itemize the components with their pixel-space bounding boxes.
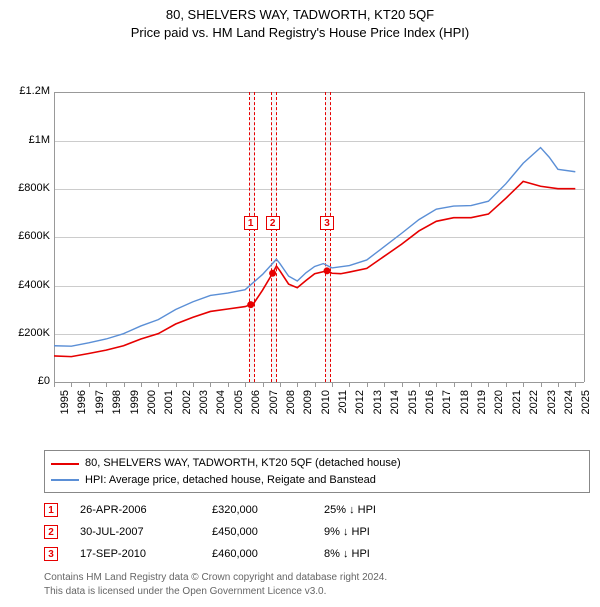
event-date: 17-SEP-2010	[80, 543, 190, 565]
legend-label: 80, SHELVERS WAY, TADWORTH, KT20 5QF (de…	[85, 455, 401, 472]
x-axis-label: 2003	[198, 390, 210, 430]
legend-swatch	[51, 479, 79, 481]
events-table: 1 26-APR-2006 £320,000 25% ↓ HPI 2 30-JUL-200…	[44, 499, 590, 565]
x-axis-label: 2024	[563, 390, 575, 430]
legend-label: HPI: Average price, detached house, Reig…	[85, 472, 376, 489]
x-axis-label: 2010	[320, 390, 332, 430]
x-axis-label: 2002	[181, 390, 193, 430]
x-axis-label: 2014	[389, 390, 401, 430]
x-axis-label: 2023	[546, 390, 558, 430]
x-axis-label: 2006	[250, 390, 262, 430]
event-hpi-delta: 9% ↓ HPI	[324, 521, 424, 543]
series-marker	[247, 302, 254, 309]
x-axis-label: 2017	[441, 390, 453, 430]
x-axis-label: 1999	[129, 390, 141, 430]
event-row: 2 30-JUL-2007 £450,000 9% ↓ HPI	[44, 521, 590, 543]
x-axis-label: 2005	[233, 390, 245, 430]
chart-area: £0£200K£400K£600K£800K£1M£1.2M1995199619…	[10, 44, 590, 442]
x-axis-label: 2022	[528, 390, 540, 430]
title-block: 80, SHELVERS WAY, TADWORTH, KT20 5QF Pri…	[0, 0, 600, 44]
legend-row: HPI: Average price, detached house, Reig…	[51, 472, 583, 489]
event-price: £320,000	[212, 499, 302, 521]
legend: 80, SHELVERS WAY, TADWORTH, KT20 5QF (de…	[44, 450, 590, 493]
x-axis-label: 1997	[94, 390, 106, 430]
title-line-1: 80, SHELVERS WAY, TADWORTH, KT20 5QF	[10, 6, 590, 24]
legend-row: 80, SHELVERS WAY, TADWORTH, KT20 5QF (de…	[51, 455, 583, 472]
footer: Contains HM Land Registry data © Crown c…	[44, 571, 590, 599]
event-number-box: 1	[44, 503, 58, 517]
event-hpi-delta: 25% ↓ HPI	[324, 499, 424, 521]
x-axis-label: 2007	[268, 390, 280, 430]
legend-swatch	[51, 463, 79, 465]
event-row: 1 26-APR-2006 £320,000 25% ↓ HPI	[44, 499, 590, 521]
series-marker	[269, 270, 276, 277]
x-axis-label: 1998	[111, 390, 123, 430]
title-line-2: Price paid vs. HM Land Registry's House …	[10, 24, 590, 42]
x-axis-label: 2012	[354, 390, 366, 430]
chart-container: 80, SHELVERS WAY, TADWORTH, KT20 5QF Pri…	[0, 0, 600, 599]
x-axis-label: 2009	[302, 390, 314, 430]
x-axis-label: 2015	[407, 390, 419, 430]
x-axis-label: 2008	[285, 390, 297, 430]
x-axis-label: 2018	[459, 390, 471, 430]
footer-line-1: Contains HM Land Registry data © Crown c…	[44, 571, 590, 585]
x-axis-label: 2019	[476, 390, 488, 430]
event-number-box: 2	[44, 525, 58, 539]
event-date: 26-APR-2006	[80, 499, 190, 521]
event-number-box: 3	[44, 547, 58, 561]
x-axis-label: 2001	[163, 390, 175, 430]
event-price: £460,000	[212, 543, 302, 565]
event-row: 3 17-SEP-2010 £460,000 8% ↓ HPI	[44, 543, 590, 565]
x-axis-label: 2016	[424, 390, 436, 430]
series-line	[54, 148, 575, 347]
x-axis-label: 2011	[337, 390, 349, 430]
x-axis-label: 2021	[511, 390, 523, 430]
event-hpi-delta: 8% ↓ HPI	[324, 543, 424, 565]
x-axis-label: 2004	[215, 390, 227, 430]
series-marker	[323, 268, 330, 275]
x-axis-label: 1996	[76, 390, 88, 430]
chart-svg	[10, 44, 590, 388]
event-date: 30-JUL-2007	[80, 521, 190, 543]
x-axis-label: 1995	[59, 390, 71, 430]
event-price: £450,000	[212, 521, 302, 543]
x-axis-label: 2013	[372, 390, 384, 430]
x-axis-label: 2025	[580, 390, 592, 430]
x-axis-label: 2000	[146, 390, 158, 430]
x-axis-label: 2020	[493, 390, 505, 430]
footer-line-2: This data is licensed under the Open Gov…	[44, 585, 590, 599]
